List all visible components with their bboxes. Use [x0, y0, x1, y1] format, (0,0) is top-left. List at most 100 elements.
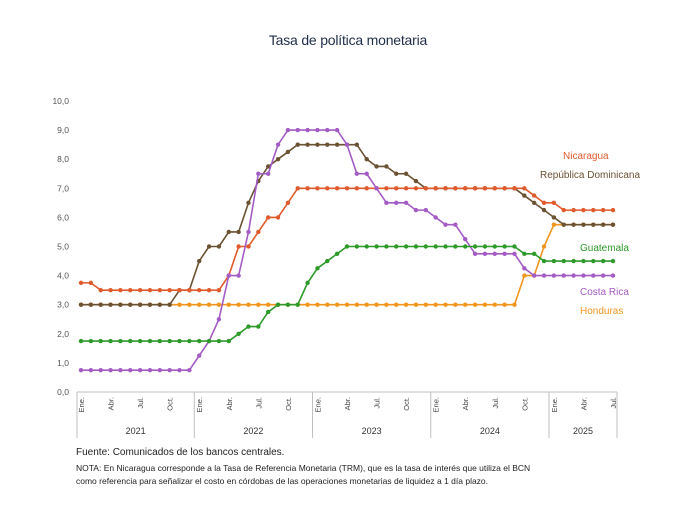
data-point: [197, 303, 201, 307]
data-point: [552, 222, 556, 226]
data-point: [424, 208, 428, 212]
series-line-costa-rica: [81, 130, 613, 370]
data-point: [562, 208, 566, 212]
series-line-república-dominicana: [81, 145, 613, 305]
data-point: [158, 339, 162, 343]
x-month-label: Abr.: [343, 397, 352, 410]
data-point: [148, 288, 152, 292]
data-point: [571, 208, 575, 212]
data-point: [246, 230, 250, 234]
data-point: [345, 303, 349, 307]
data-point: [138, 288, 142, 292]
data-point: [562, 259, 566, 263]
data-point: [404, 186, 408, 190]
data-point: [138, 339, 142, 343]
data-point: [286, 150, 290, 154]
data-point: [512, 244, 516, 248]
y-tick-label: 5,0: [57, 242, 69, 252]
x-month-label: Abr.: [461, 397, 470, 410]
data-point: [236, 230, 240, 234]
data-point: [236, 332, 240, 336]
y-tick-label: 0,0: [57, 387, 69, 397]
data-point: [463, 186, 467, 190]
data-point: [187, 339, 191, 343]
data-point: [404, 244, 408, 248]
data-point: [542, 208, 546, 212]
data-point: [424, 186, 428, 190]
data-point: [217, 317, 221, 321]
data-point: [276, 215, 280, 219]
data-point: [207, 244, 211, 248]
data-point: [453, 303, 457, 307]
data-point: [207, 303, 211, 307]
data-point: [542, 201, 546, 205]
data-point: [158, 288, 162, 292]
data-point: [384, 303, 388, 307]
data-point: [217, 244, 221, 248]
x-year-label: 2023: [362, 426, 382, 436]
data-point: [345, 244, 349, 248]
x-month-label: Ene.: [313, 397, 322, 412]
data-point: [404, 303, 408, 307]
data-point: [197, 353, 201, 357]
x-month-label: Jul.: [491, 397, 500, 409]
data-point: [512, 303, 516, 307]
data-point: [443, 222, 447, 226]
data-point: [394, 244, 398, 248]
x-month-label: Jul.: [373, 397, 382, 409]
data-point: [414, 179, 418, 183]
data-point: [443, 303, 447, 307]
data-point: [335, 252, 339, 256]
data-point: [365, 157, 369, 161]
data-point: [463, 244, 467, 248]
x-month-label: Abr.: [225, 397, 234, 410]
data-point: [571, 222, 575, 226]
chart-axes: 0,01,02,03,04,05,06,07,08,09,010,0Ene. Ab…: [52, 96, 618, 438]
series-line-guatemala: [81, 247, 613, 342]
data-point: [374, 303, 378, 307]
data-point: [197, 288, 201, 292]
y-tick-label: 9,0: [57, 125, 69, 135]
data-point: [384, 201, 388, 205]
data-point: [276, 157, 280, 161]
data-point: [167, 339, 171, 343]
series-label: Guatemala: [580, 243, 629, 254]
data-point: [463, 303, 467, 307]
data-point: [256, 303, 260, 307]
data-point: [345, 142, 349, 146]
x-month-label: Jul.: [136, 397, 145, 409]
data-point: [424, 303, 428, 307]
data-point: [296, 186, 300, 190]
data-point: [108, 368, 112, 372]
data-point: [128, 303, 132, 307]
data-point: [433, 303, 437, 307]
x-month-label: Ene.: [550, 397, 559, 412]
data-point: [266, 172, 270, 176]
data-point: [345, 186, 349, 190]
data-point: [493, 252, 497, 256]
data-point: [502, 186, 506, 190]
data-point: [443, 186, 447, 190]
data-point: [581, 208, 585, 212]
data-point: [404, 172, 408, 176]
x-month-label: Ene.: [77, 397, 86, 412]
data-point: [532, 252, 536, 256]
data-point: [335, 142, 339, 146]
data-point: [305, 128, 309, 132]
data-point: [522, 273, 526, 277]
data-point: [433, 215, 437, 219]
data-point: [365, 186, 369, 190]
x-month-label: Jul.: [254, 397, 263, 409]
data-point: [286, 201, 290, 205]
data-point: [542, 244, 546, 248]
x-month-label: Oct.: [402, 397, 411, 411]
data-point: [532, 193, 536, 197]
data-point: [365, 244, 369, 248]
data-point: [493, 244, 497, 248]
data-point: [207, 288, 211, 292]
data-point: [187, 303, 191, 307]
data-point: [236, 303, 240, 307]
x-year-label: 2024: [480, 426, 500, 436]
data-point: [276, 303, 280, 307]
data-point: [217, 303, 221, 307]
